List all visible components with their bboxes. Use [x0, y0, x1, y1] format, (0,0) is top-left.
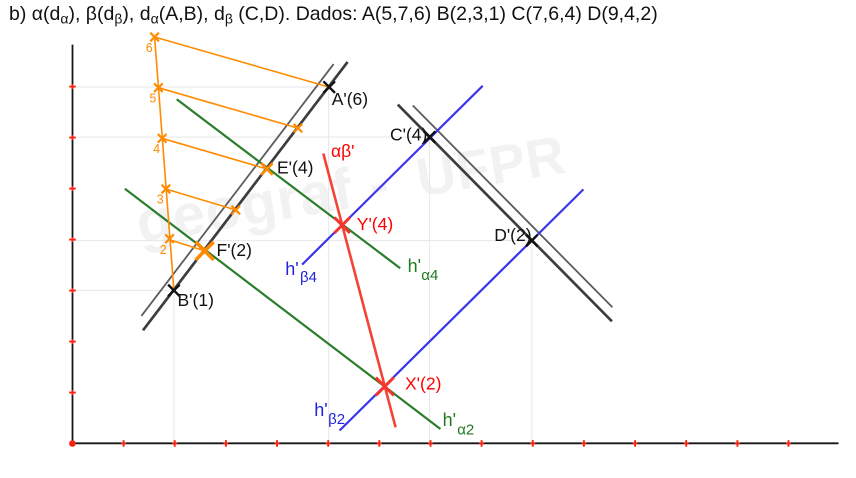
- svg-text:2: 2: [160, 243, 167, 257]
- svg-text:αβ': αβ': [331, 141, 355, 161]
- svg-text:Y'(4): Y'(4): [357, 214, 393, 234]
- svg-text:α2: α2: [457, 422, 474, 439]
- svg-text:h': h': [314, 400, 327, 420]
- svg-text:4: 4: [153, 142, 160, 156]
- svg-text:α4: α4: [421, 267, 438, 284]
- svg-text:B'(1): B'(1): [178, 290, 214, 310]
- svg-text:5: 5: [149, 92, 156, 106]
- svg-text:β2: β2: [328, 411, 345, 428]
- svg-text:3: 3: [157, 193, 164, 207]
- svg-text:β4: β4: [300, 269, 317, 286]
- svg-text:D'(2): D'(2): [494, 225, 531, 245]
- svg-text:A'(6): A'(6): [332, 89, 368, 109]
- svg-text:F'(2): F'(2): [217, 240, 252, 260]
- svg-text:X'(2): X'(2): [405, 374, 441, 394]
- svg-text:h': h': [285, 259, 298, 279]
- svg-text:h': h': [408, 256, 421, 276]
- svg-text:E'(4): E'(4): [277, 158, 313, 178]
- svg-text:6: 6: [146, 41, 153, 55]
- svg-text:b) α(dα), β(dβ), dα(A,B), dβ (: b) α(dα), β(dβ), dα(A,B), dβ (C,D). Dado…: [9, 3, 658, 27]
- svg-text:h': h': [443, 410, 456, 430]
- svg-text:UFPR: UFPR: [412, 125, 570, 209]
- svg-text:C'(4): C'(4): [390, 125, 427, 145]
